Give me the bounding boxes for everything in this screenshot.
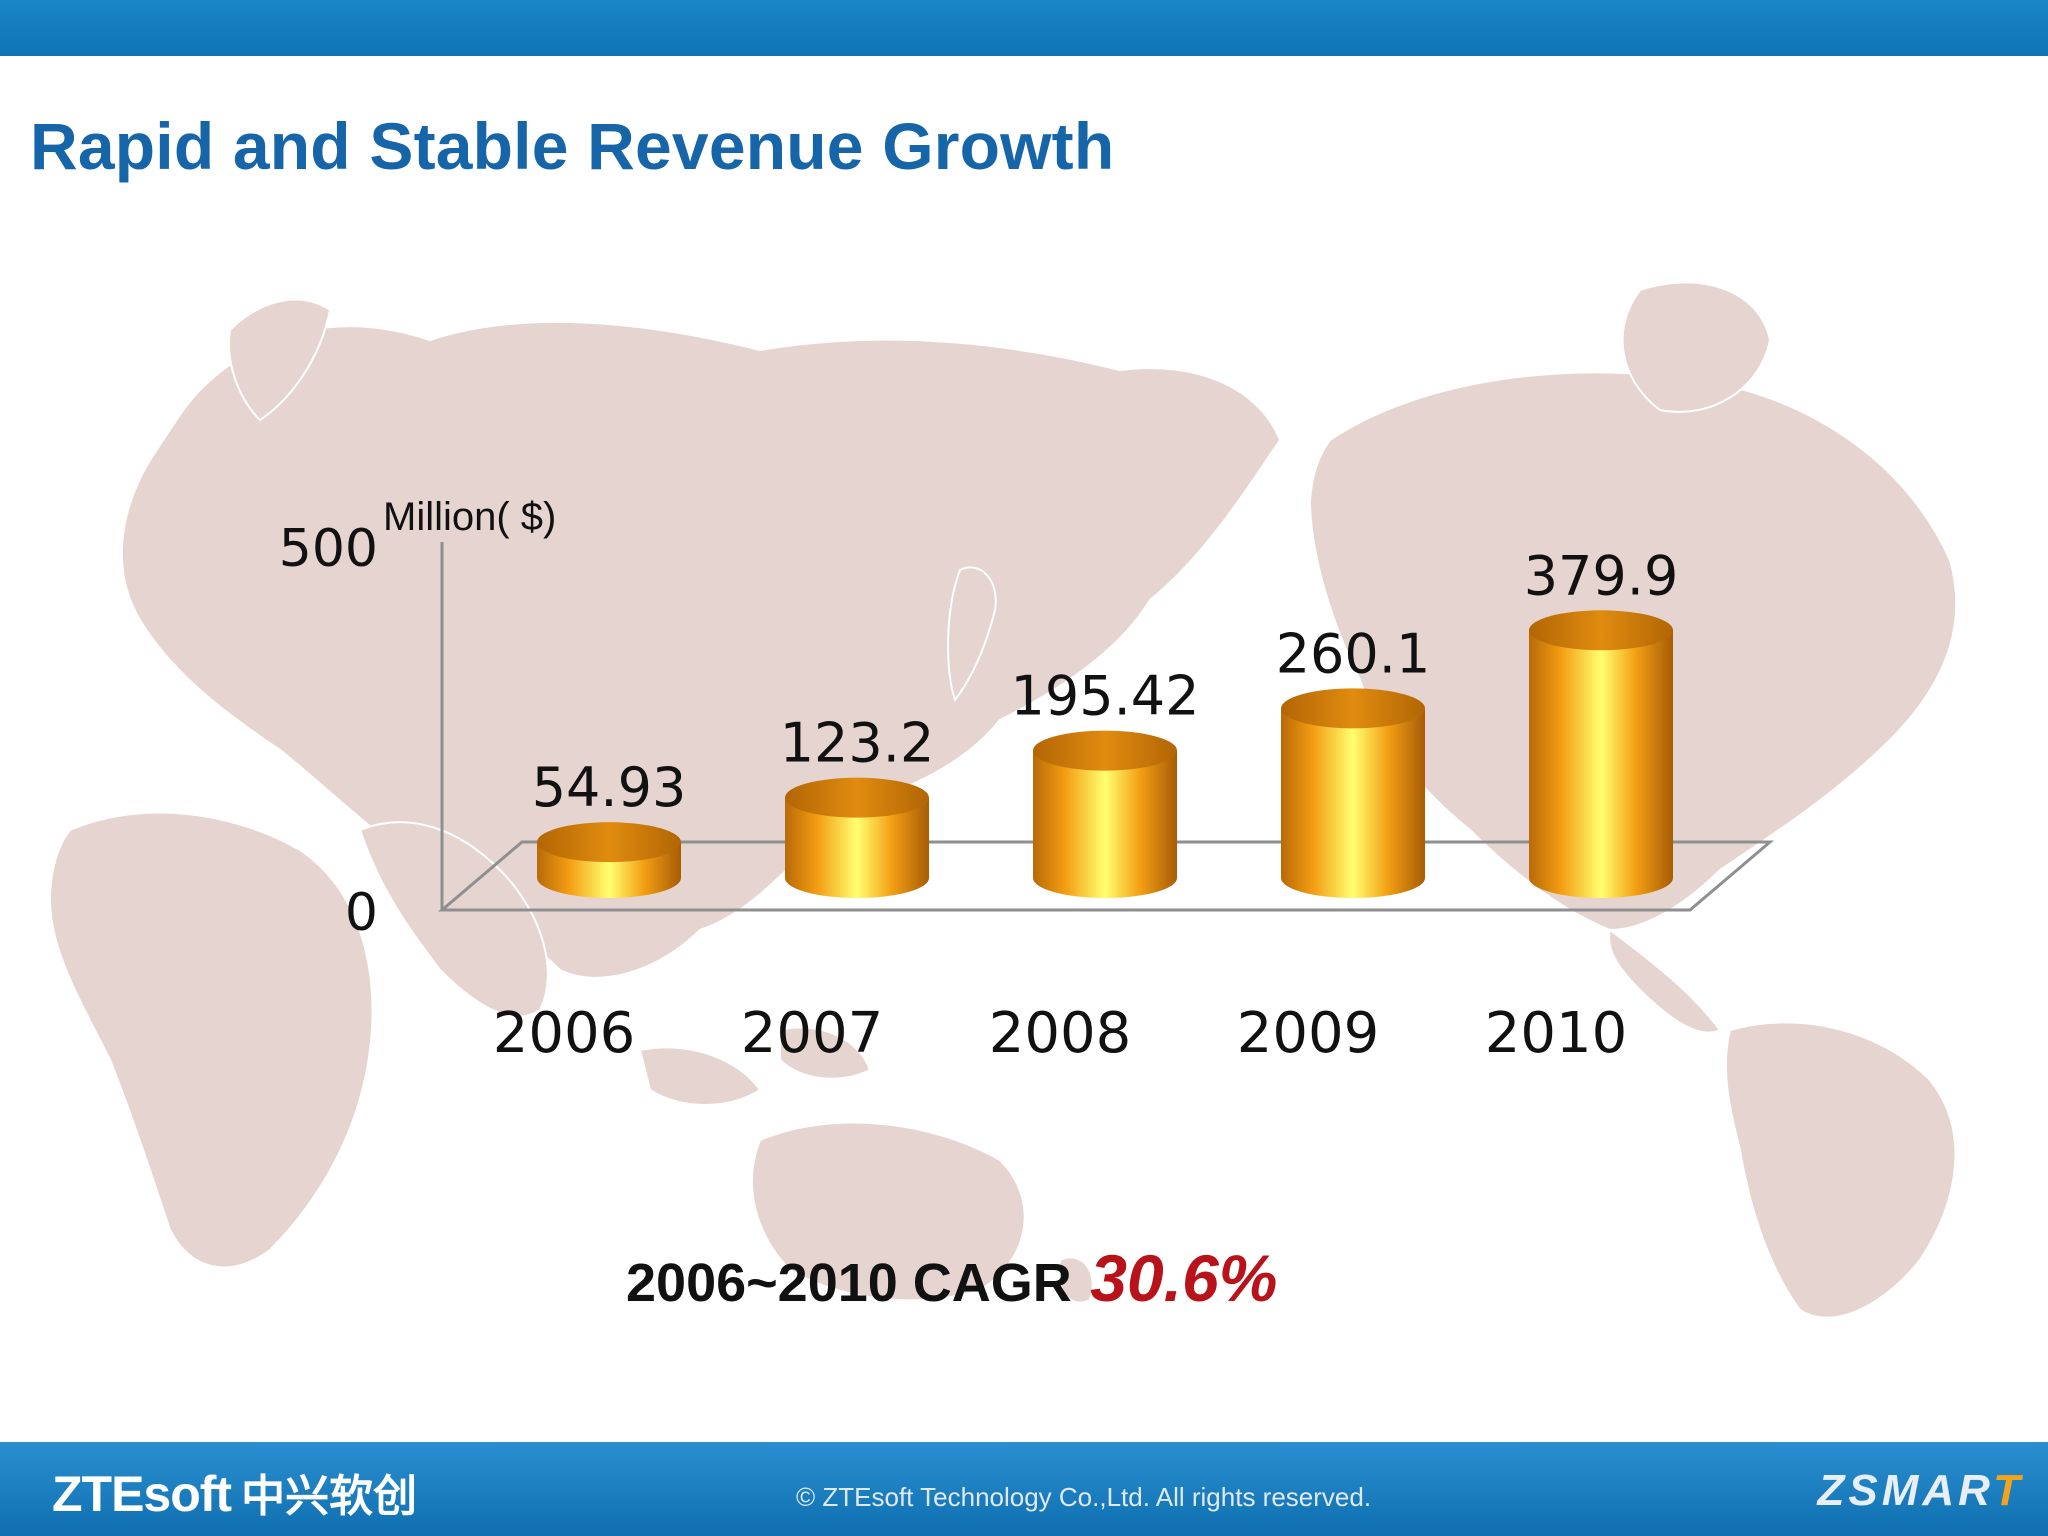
bar-value-label: 54.93 (532, 756, 687, 819)
cagr-label: 2006~2010 CAGR (626, 1253, 1072, 1313)
bar-value-label: 195.42 (1011, 665, 1200, 728)
bar-body (1281, 708, 1425, 898)
bar-body (1033, 750, 1177, 898)
bar (537, 822, 681, 898)
x-tick-label: 2010 (1485, 1001, 1628, 1066)
bar-top (1033, 730, 1177, 771)
bar-body (1529, 630, 1673, 898)
cagr-summary: 2006~2010 CAGR 30.6% (626, 1240, 1277, 1316)
company-logo: ZTEsoft 中兴软创 (52, 1460, 417, 1524)
bar-value-label: 260.1 (1276, 622, 1431, 685)
bar-top (785, 777, 929, 818)
top-banner (0, 0, 2048, 56)
bar-value-label: 123.2 (780, 712, 935, 775)
bar (1529, 610, 1673, 898)
bar (1281, 688, 1425, 898)
footer-bar: ZTEsoft 中兴软创 © ZTEsoft Technology Co.,Ltd… (0, 1442, 2048, 1536)
x-tick-label: 2007 (741, 1001, 884, 1066)
product-brand-main: ZSMAR (1817, 1466, 1994, 1515)
company-logo-text: ZTEsoft (52, 1466, 232, 1522)
world-map-background (48, 281, 1958, 1319)
bar-value-label: 379.9 (1524, 544, 1679, 607)
x-tick-label: 2006 (493, 1001, 636, 1066)
y-tick-label-max: 500 (279, 519, 378, 579)
x-tick-label: 2009 (1237, 1001, 1380, 1066)
company-logo-chinese: 中兴软创 (241, 1472, 418, 1521)
bar-top (1529, 610, 1673, 651)
copyright-notice: © ZTEsoft Technology Co.,Ltd. All rights… (796, 1482, 1372, 1512)
bar (785, 777, 929, 898)
x-tick-label: 2008 (989, 1001, 1132, 1066)
bar-top (1281, 688, 1425, 729)
bar-top (537, 822, 681, 863)
chart-floor (437, 840, 1775, 912)
slide-title: Rapid and Stable Revenue Growth (30, 109, 1115, 183)
cagr-value: 30.6% (1090, 1241, 1278, 1315)
product-brand-accent: T (1993, 1466, 2024, 1515)
bar-body (785, 797, 929, 898)
y-axis-unit-label: Million( $) (383, 495, 556, 539)
y-tick-label-min: 0 (345, 883, 378, 943)
product-brand: ZSMART (1817, 1466, 2024, 1516)
bar (1033, 730, 1177, 898)
